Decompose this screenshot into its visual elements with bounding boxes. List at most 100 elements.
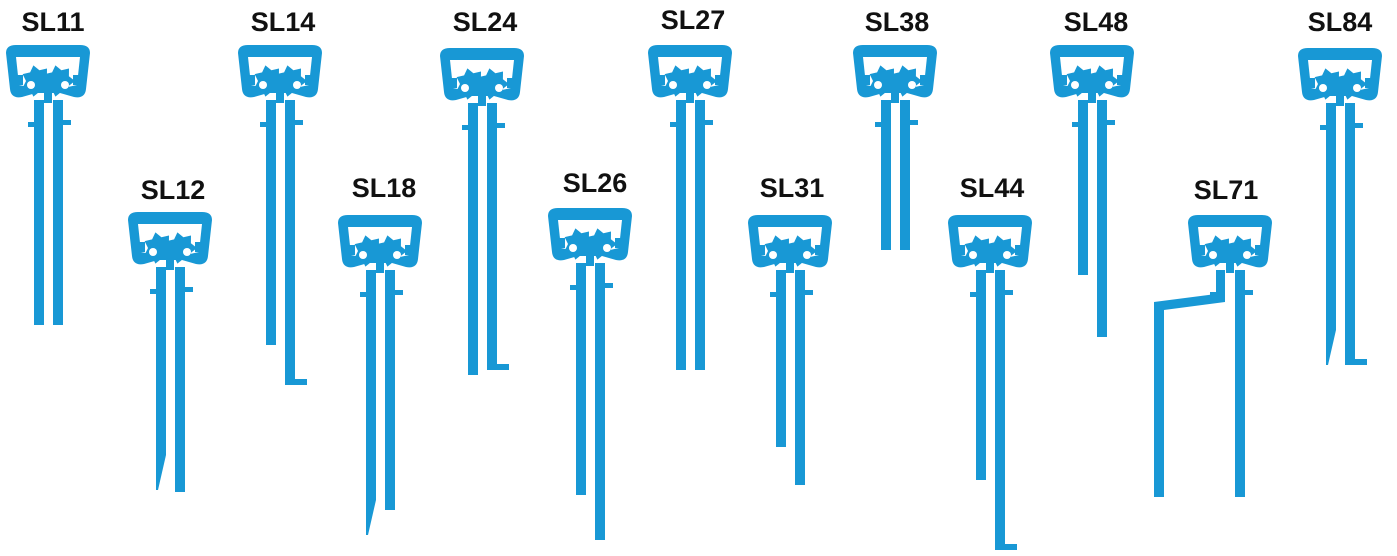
key-leg [266, 100, 276, 345]
key-side-tab [507, 78, 517, 88]
key-profile: SL24 [440, 7, 524, 375]
key-side-tab [195, 242, 205, 252]
key-gear-hole [259, 81, 267, 89]
key-leg [900, 100, 910, 250]
key-gear-hole [969, 251, 977, 259]
key-leg [1078, 100, 1088, 275]
key-gear-hole [803, 251, 811, 259]
key-side-tab [345, 245, 355, 255]
key-leg [175, 267, 185, 492]
key-leg [676, 100, 686, 370]
key-side-tab [615, 238, 625, 248]
key-gear-hole [1071, 81, 1079, 89]
key-gear-hole [61, 81, 69, 89]
key-side-tab [815, 245, 825, 255]
key-label: SL38 [865, 7, 930, 37]
key-profile: SL11 [6, 7, 90, 325]
key-gear [376, 235, 407, 267]
key-side-tab [755, 245, 765, 255]
key-label: SL12 [141, 175, 206, 205]
key-neck [786, 255, 794, 273]
key-side-tab [1255, 245, 1265, 255]
key-gear [276, 65, 307, 97]
key-neck [586, 248, 594, 266]
key-hook [487, 364, 509, 370]
key-label: SL27 [661, 5, 726, 35]
key-side-tab [715, 75, 725, 85]
key-side-tab [955, 245, 965, 255]
key-leg [1154, 270, 1225, 497]
key-neck [376, 255, 384, 273]
key-neck [166, 252, 174, 270]
key-leg [576, 263, 586, 495]
key-gear [166, 232, 197, 264]
key-side-tab [1195, 245, 1205, 255]
key-leg [53, 100, 63, 325]
key-profile: SL84 [1298, 7, 1382, 365]
key-leg [366, 270, 376, 535]
key-label: SL31 [760, 173, 825, 203]
key-gear-hole [1319, 84, 1327, 92]
key-gear-hole [669, 81, 677, 89]
key-neck [276, 85, 284, 103]
key-gear-hole [1105, 81, 1113, 89]
key-gear-hole [149, 248, 157, 256]
key-leg [1345, 103, 1355, 365]
key-profile: SL27 [648, 5, 732, 370]
key-label: SL84 [1308, 7, 1373, 37]
key-side-tab [245, 75, 255, 85]
key-gear-hole [27, 81, 35, 89]
key-side-tab [73, 75, 83, 85]
key-neck [44, 85, 52, 103]
key-side-tab [555, 238, 565, 248]
key-gear-hole [1243, 251, 1251, 259]
key-gear [986, 235, 1017, 267]
key-gear-hole [461, 84, 469, 92]
key-gear-hole [874, 81, 882, 89]
key-leg [1326, 103, 1336, 365]
key-gear [1088, 65, 1119, 97]
key-gear-hole [1353, 84, 1361, 92]
key-gear-hole [908, 81, 916, 89]
key-neck [686, 85, 694, 103]
key-leg [776, 270, 786, 447]
key-gear-hole [495, 84, 503, 92]
key-leg [1235, 270, 1245, 497]
key-neck [1226, 255, 1234, 273]
key-gear-hole [703, 81, 711, 89]
key-side-tab [1057, 75, 1067, 85]
key-leg [595, 263, 605, 540]
key-gear-hole [393, 251, 401, 259]
key-hook [995, 544, 1017, 550]
key-side-tab [1365, 78, 1375, 88]
key-neck [1088, 85, 1096, 103]
key-gear [1226, 235, 1257, 267]
key-profile: SL12 [128, 175, 212, 492]
key-hook [1345, 359, 1367, 365]
key-gear [786, 235, 817, 267]
key-side-tab [135, 242, 145, 252]
key-gear-hole [769, 251, 777, 259]
key-gear [891, 65, 922, 97]
key-gear-hole [603, 244, 611, 252]
key-leg [156, 267, 166, 490]
key-label: SL71 [1194, 175, 1259, 205]
key-label: SL14 [251, 7, 316, 37]
key-leg [795, 270, 805, 485]
key-profile: SL14 [238, 7, 322, 385]
key-side-tab [447, 78, 457, 88]
key-leg [285, 100, 295, 385]
key-gear-hole [569, 244, 577, 252]
key-side-tab [405, 245, 415, 255]
key-profile: SL44 [948, 173, 1032, 550]
key-label: SL44 [960, 173, 1025, 203]
key-label: SL48 [1064, 7, 1129, 37]
key-label: SL26 [563, 168, 628, 198]
key-leg [976, 270, 986, 480]
key-profile: SL48 [1050, 7, 1134, 337]
key-leg [881, 100, 891, 250]
key-gear [1336, 68, 1367, 100]
key-leg [34, 100, 44, 325]
